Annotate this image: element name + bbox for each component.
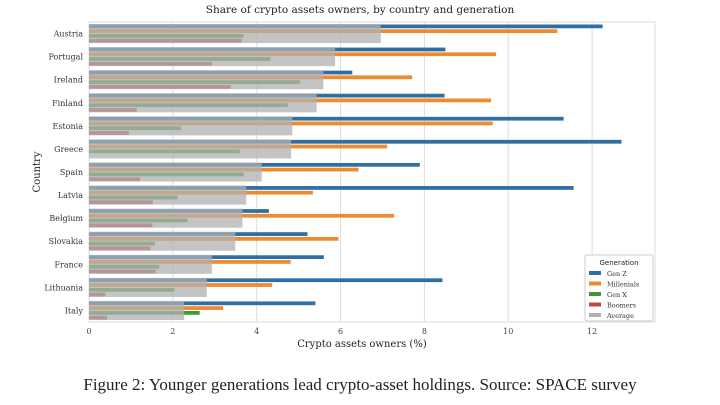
bar-average [89, 93, 317, 113]
x-tick-label: 8 [422, 327, 427, 336]
y-tick-label: Greece [54, 145, 83, 154]
bar-gen-z [89, 186, 574, 190]
y-tick-label: Portugal [48, 53, 83, 62]
x-tick-label: 0 [86, 327, 91, 336]
y-tick-label: Slovakia [49, 237, 84, 246]
y-tick-label: Finland [52, 99, 83, 108]
bar-average [89, 185, 247, 205]
legend-swatch [589, 271, 601, 275]
bar-average [89, 24, 381, 44]
legend-swatch [589, 302, 601, 307]
x-tick-label: 2 [170, 327, 175, 336]
y-tick-label: France [54, 260, 83, 269]
x-axis-label: Crypto assets owners (%) [297, 339, 427, 350]
y-axis-label: Country [32, 151, 43, 192]
y-tick-label: Austria [53, 30, 84, 39]
legend-label: Gen X [607, 291, 627, 299]
legend-title: Generation [599, 259, 638, 267]
bar-average [89, 139, 292, 159]
legend-swatch [589, 313, 601, 317]
y-tick-label: Estonia [53, 122, 84, 131]
legend-label: Average [606, 312, 634, 320]
legend-label: Boomers [607, 302, 636, 310]
bar-average [89, 47, 336, 67]
x-tick-label: 10 [503, 327, 513, 336]
bar-gen-z [89, 301, 316, 306]
bar-gen-z [89, 139, 622, 144]
x-tick-label: 4 [254, 327, 259, 336]
bar-average [89, 70, 324, 90]
legend-label: Gen Z [607, 270, 627, 278]
legend [584, 254, 654, 322]
legend-swatch [589, 292, 601, 296]
y-tick-label: Latvia [58, 191, 83, 200]
chart-title: Share of crypto assets owners, by countr… [206, 4, 515, 16]
y-tick-label: Spain [60, 168, 83, 177]
bar-chart: 0 2 4 6 8 10 12 Austria Portugal Ireland Finland Es… [32, 4, 656, 350]
y-tick-label: Lithuania [44, 283, 83, 292]
figure-caption: Figure 2: Younger generations lead crypt… [83, 375, 637, 394]
y-tick-label: Ireland [54, 76, 83, 85]
bar-average [89, 254, 212, 274]
bar-average [89, 231, 236, 251]
legend-swatch [589, 281, 601, 286]
bar-average [89, 277, 207, 297]
bar-average [89, 300, 185, 320]
bar-average [89, 208, 243, 228]
bar-average [89, 116, 293, 136]
y-tick-label: Belgium [49, 214, 83, 223]
legend-label: Millenials [607, 281, 639, 289]
bar-gen-z [89, 278, 443, 283]
bar-average [89, 162, 262, 182]
x-tick-label: 6 [338, 327, 343, 336]
y-tick-label: Italy [65, 306, 84, 315]
bar-gen-z [89, 116, 564, 121]
x-tick-label: 12 [587, 327, 597, 336]
